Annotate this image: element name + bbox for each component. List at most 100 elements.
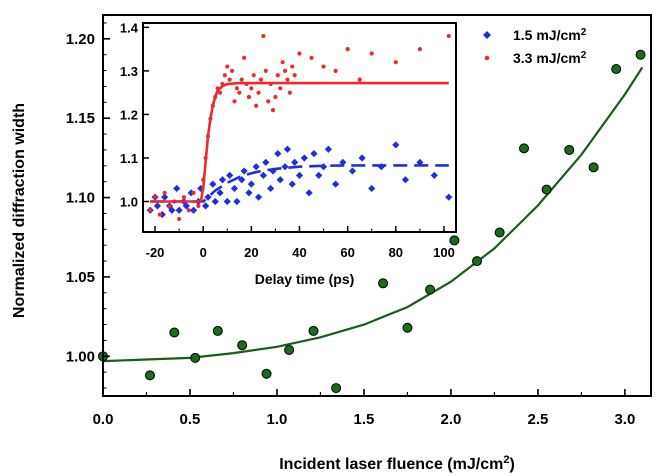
inset-point-3p3 bbox=[278, 86, 283, 91]
main-plot-frame bbox=[102, 14, 652, 397]
inset-point-3p3 bbox=[157, 212, 162, 217]
inset-x-axis-ticks: -20 0 20 40 60 80 100 bbox=[146, 226, 455, 260]
inset-point-3p3 bbox=[275, 73, 280, 78]
inset-point-3p3 bbox=[186, 208, 191, 213]
inset-point-3p3 bbox=[191, 190, 196, 195]
inset-point-1p5 bbox=[153, 202, 162, 210]
main-data-point bbox=[308, 325, 319, 336]
inset-point-1p5 bbox=[267, 184, 275, 193]
inset-point-1p5 bbox=[283, 145, 292, 153]
inset-point-1p5 bbox=[189, 206, 198, 214]
inset-y-tick-label: 1.2 bbox=[120, 107, 138, 122]
main-data-point bbox=[402, 322, 413, 333]
inset-point-3p3 bbox=[297, 51, 302, 56]
legend-item-3p3: 3.3 mJ/cm2 bbox=[484, 50, 587, 67]
inset-point-1p5 bbox=[274, 150, 282, 158]
inset-y-tick-label: 1.0 bbox=[120, 195, 138, 210]
inset-point-1p5 bbox=[392, 141, 400, 149]
main-y-axis-title: Normalized diffraction width bbox=[11, 103, 28, 318]
inset-point-1p5 bbox=[233, 197, 241, 206]
main-x-tick-label: 0.5 bbox=[180, 411, 201, 428]
main-data-point bbox=[611, 63, 622, 74]
main-data-point bbox=[169, 327, 180, 338]
main-y-tick-label: 1.05 bbox=[66, 269, 95, 286]
inset-background bbox=[143, 23, 456, 232]
main-y-tick-label: 1.10 bbox=[66, 190, 95, 207]
inset-point-1p5 bbox=[173, 184, 181, 193]
inset-point-3p3 bbox=[285, 77, 290, 82]
inset-point-1p5 bbox=[315, 171, 323, 179]
main-chart: 0.0 0.5 1.0 1.5 2.0 2.5 3.0 1.001.051.101.151.… bbox=[11, 14, 652, 473]
inset-x-tick-label: 80 bbox=[389, 245, 403, 260]
main-x-tick-label: 2.5 bbox=[527, 411, 548, 428]
inset-point-3p3 bbox=[232, 99, 237, 104]
main-y-tick-label: 1.20 bbox=[66, 31, 95, 48]
inset-point-1p5 bbox=[430, 171, 438, 179]
inset-y-tick-label: 1.3 bbox=[120, 64, 138, 79]
main-x-tick-label: 1.0 bbox=[267, 411, 288, 428]
inset-point-1p5 bbox=[324, 145, 332, 153]
inset-point-3p3 bbox=[227, 77, 232, 82]
inset-point-3p3 bbox=[270, 107, 276, 113]
main-data-points bbox=[98, 49, 646, 394]
inset-point-1p5 bbox=[240, 167, 248, 175]
inset-point-1p5 bbox=[161, 193, 169, 201]
inset-point-3p3 bbox=[222, 73, 227, 78]
main-data-point bbox=[588, 162, 599, 173]
inset-point-1p5 bbox=[218, 176, 227, 184]
inset-point-3p3 bbox=[246, 94, 252, 100]
inset-point-3p3 bbox=[229, 68, 235, 73]
inset-fit-curve bbox=[150, 164, 449, 203]
main-x-tick-label: 0.0 bbox=[93, 411, 114, 428]
main-data-point bbox=[472, 256, 483, 267]
main-data-point bbox=[144, 370, 155, 381]
inset-point-1p5 bbox=[300, 154, 308, 162]
main-data-point bbox=[190, 352, 201, 363]
inset-point-1p5 bbox=[202, 202, 210, 210]
inset-point-1p5 bbox=[339, 158, 347, 166]
main-x-tick-label: 1.5 bbox=[354, 411, 375, 428]
inset-x-tick-label: 20 bbox=[244, 245, 258, 260]
inset-point-1p5 bbox=[209, 180, 217, 188]
inset-point-1p5 bbox=[281, 163, 289, 171]
inset-point-1p5 bbox=[216, 189, 224, 197]
inset-x-tick-label: 60 bbox=[340, 245, 354, 260]
inset-chart: -20 0 20 40 60 80 100 1.0 1.1 1.2 1.3 1.4 Delay ti… bbox=[120, 20, 457, 287]
inset-point-3p3 bbox=[273, 94, 278, 100]
inset-data-points bbox=[146, 33, 453, 222]
inset-point-3p3 bbox=[261, 33, 266, 39]
inset-point-1p5 bbox=[168, 206, 176, 214]
inset-point-3p3 bbox=[196, 203, 201, 208]
inset-x-axis-title: Delay time (ps) bbox=[255, 271, 355, 287]
main-data-point bbox=[378, 278, 389, 289]
main-data-point bbox=[541, 184, 552, 195]
inset-point-3p3 bbox=[263, 68, 268, 73]
inset-point-1p5 bbox=[416, 158, 424, 166]
main-data-point bbox=[237, 340, 248, 351]
main-x-tick-label: 3.0 bbox=[614, 411, 635, 428]
legend-label-3p3: 3.3 mJ/cm2 bbox=[513, 50, 587, 67]
inset-point-3p3 bbox=[217, 90, 223, 95]
inset-point-3p3 bbox=[357, 77, 362, 82]
inset-point-3p3 bbox=[152, 195, 158, 200]
inset-point-3p3 bbox=[393, 60, 398, 65]
inset-y-tick-label: 1.4 bbox=[120, 20, 139, 35]
inset-point-3p3 bbox=[266, 99, 271, 104]
main-data-point bbox=[635, 49, 646, 60]
inset-point-1p5 bbox=[288, 180, 296, 188]
inset-point-1p5 bbox=[252, 163, 260, 171]
inset-x-tick-label: 0 bbox=[200, 245, 207, 260]
inset-point-3p3 bbox=[237, 90, 242, 95]
inset-point-3p3 bbox=[181, 195, 187, 200]
inset-point-1p5 bbox=[230, 184, 239, 193]
inset-point-1p5 bbox=[245, 189, 253, 197]
main-data-point bbox=[519, 143, 530, 154]
main-x-axis-title: Incident laser fluence (mJ/cm2) bbox=[279, 454, 515, 473]
inset-point-1p5 bbox=[182, 202, 190, 210]
main-data-point bbox=[564, 144, 575, 155]
inset-point-3p3 bbox=[282, 68, 288, 73]
inset-point-3p3 bbox=[287, 90, 292, 95]
inset-point-1p5 bbox=[445, 193, 453, 201]
legend-item-1p5: 1.5 mJ/cm2 bbox=[483, 27, 587, 43]
